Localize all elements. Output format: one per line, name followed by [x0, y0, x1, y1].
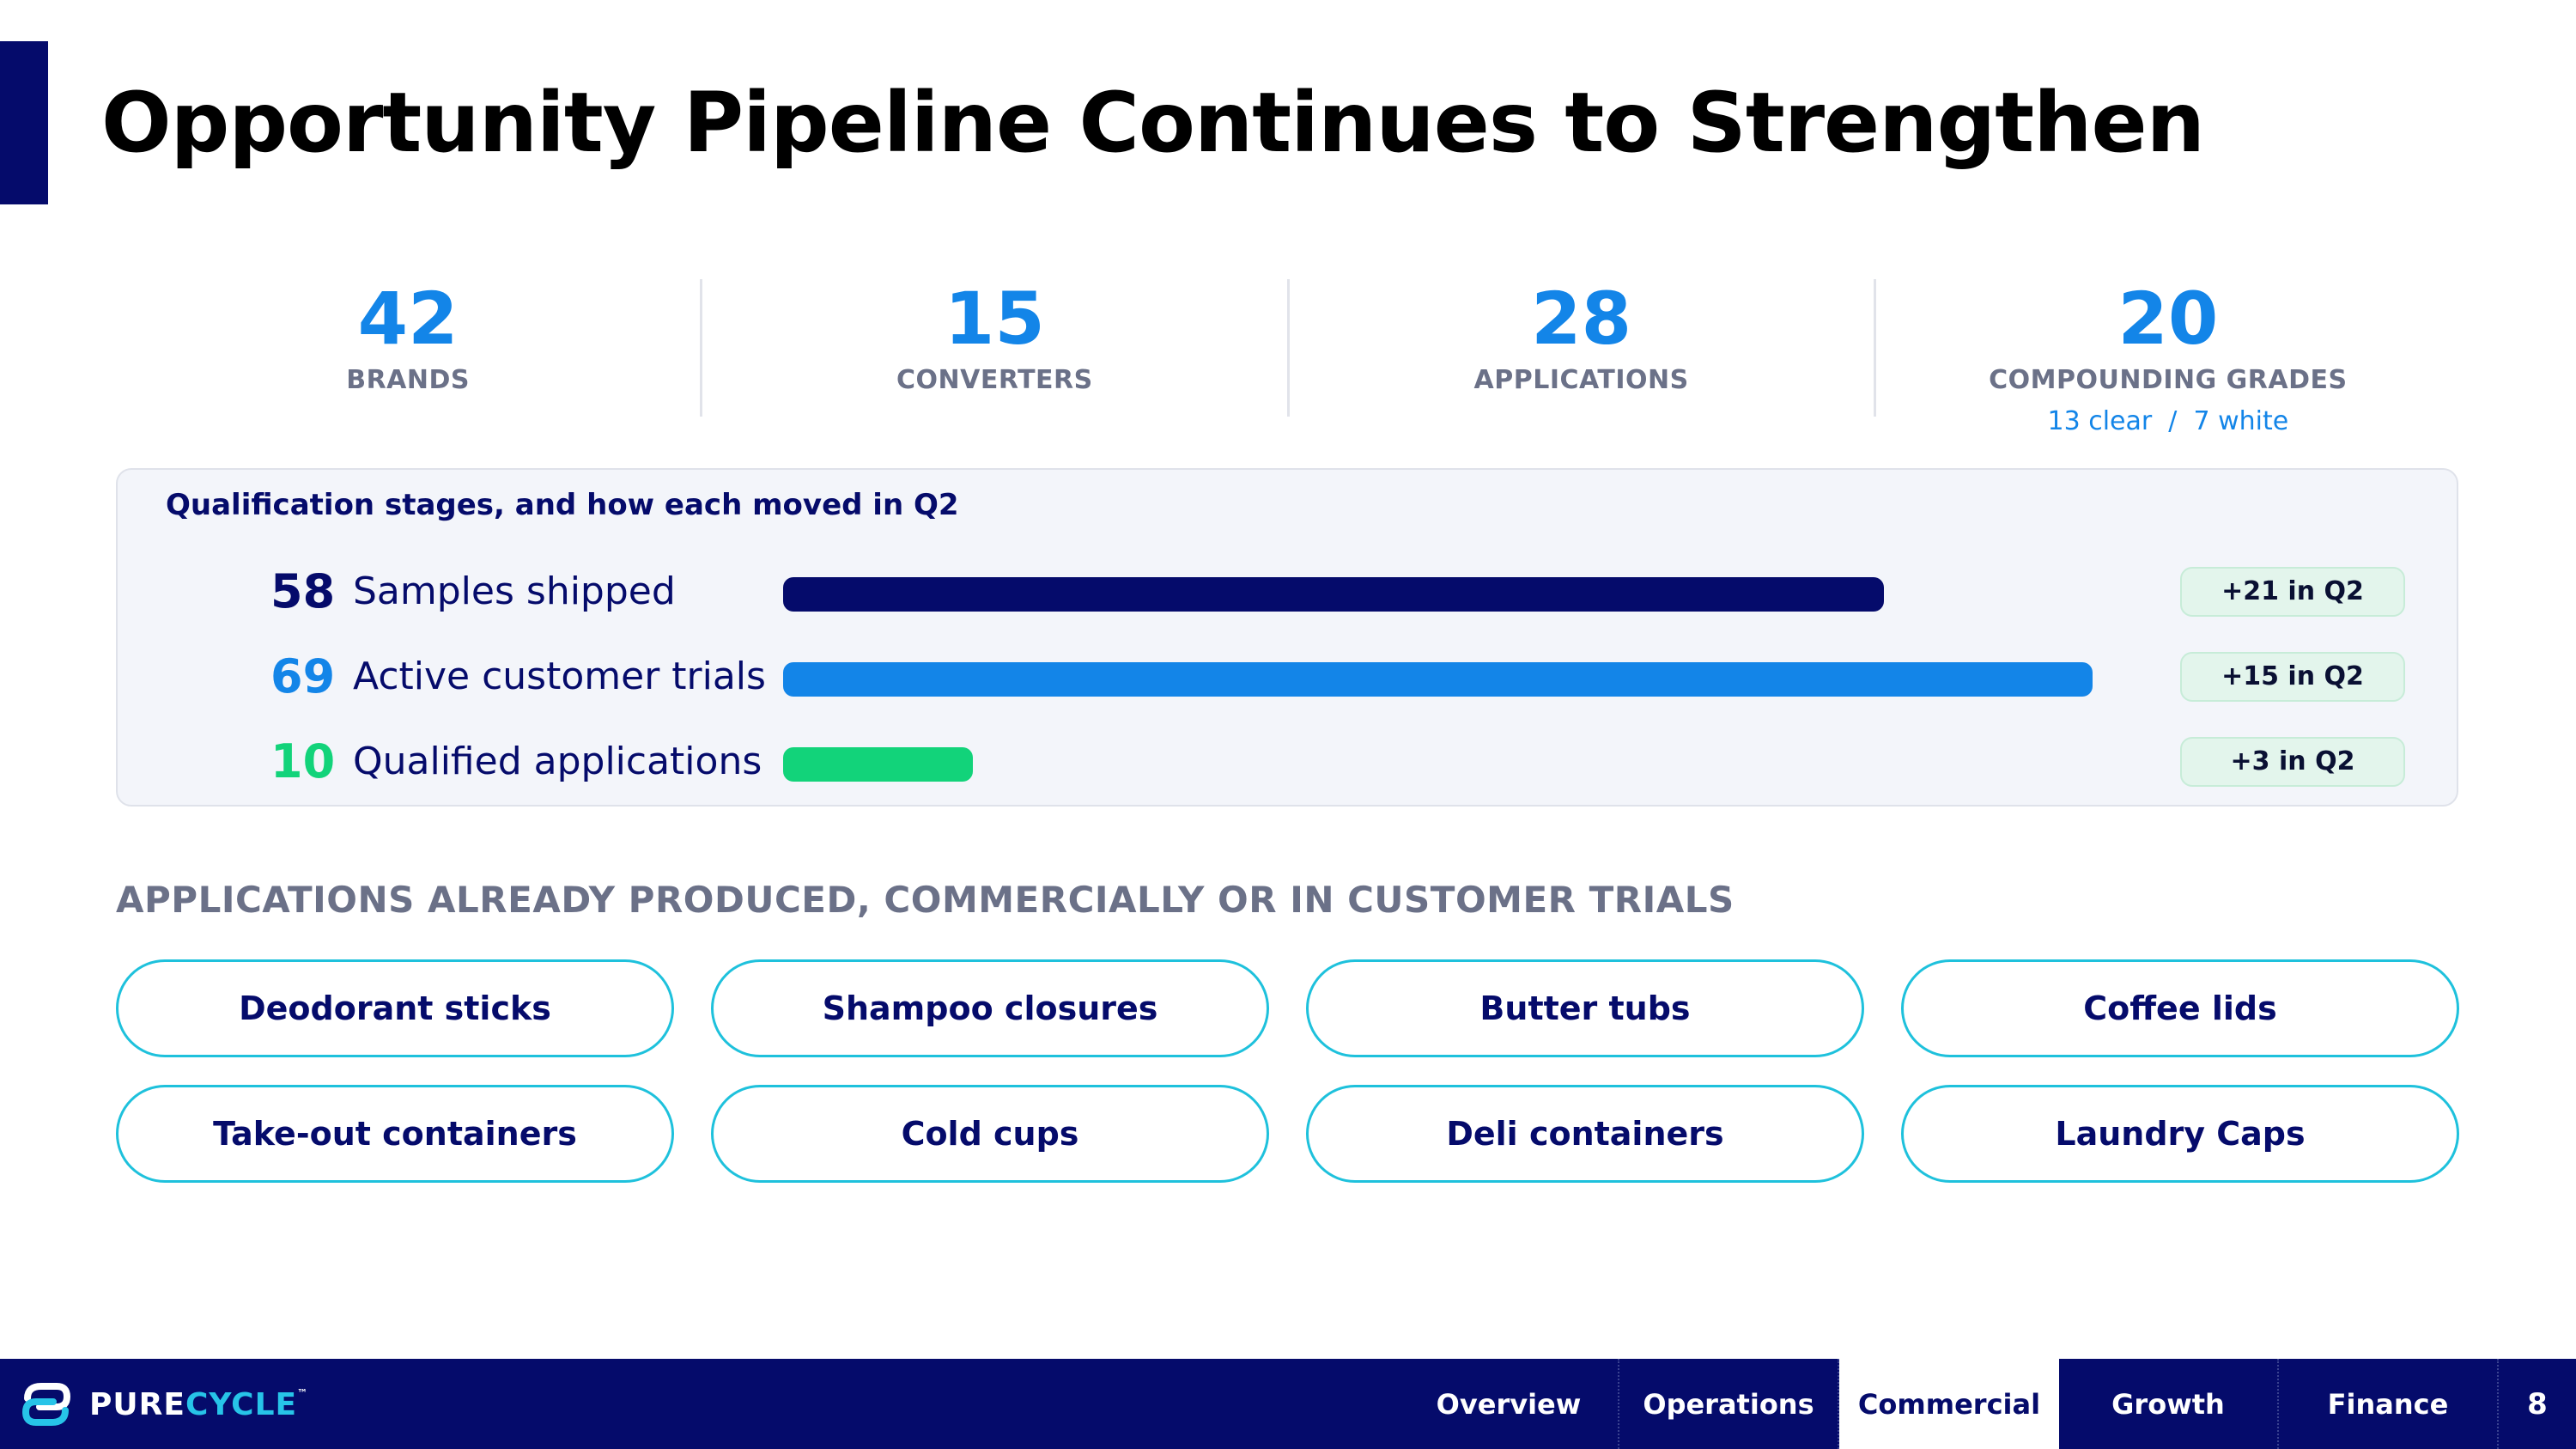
application-pill: Deodorant sticks	[116, 959, 674, 1057]
stage-bar-track	[783, 747, 2191, 782]
stage-change-badge: +15 in Q2	[2180, 652, 2405, 702]
purecycle-logo: PURECYCLE™	[19, 1379, 308, 1429]
title-accent-bar	[0, 41, 48, 204]
stat-label: BRANDS	[346, 365, 471, 395]
stage-value: 58	[270, 564, 336, 618]
stat-label: COMPOUNDING GRADES	[1989, 365, 2348, 395]
page-number: 8	[2527, 1386, 2548, 1422]
stage-value: 69	[270, 649, 336, 703]
stage-bar-track	[783, 662, 2191, 697]
stat-applications: 28 APPLICATIONS	[1290, 279, 1876, 417]
applications-grid: Deodorant sticks Shampoo closures Butter…	[116, 959, 2460, 1183]
nav-tab-operations[interactable]: Operations	[1619, 1359, 1839, 1449]
application-pill: Coffee lids	[1901, 959, 2459, 1057]
stat-compounding-grades: 20 COMPOUNDING GRADES 13 clear / 7 white	[1876, 277, 2460, 436]
nav-tab-overview[interactable]: Overview	[1400, 1359, 1619, 1449]
stage-bar	[783, 577, 1885, 612]
stage-label: Qualified applications	[353, 740, 762, 783]
stage-change-badge: +3 in Q2	[2180, 737, 2405, 787]
purecycle-logo-icon	[21, 1383, 71, 1426]
application-pill: Shampoo closures	[711, 959, 1269, 1057]
logo-cycle-text: CYCLE	[185, 1386, 298, 1422]
application-pill: Take-out containers	[116, 1085, 674, 1183]
stage-bar-track	[783, 577, 2191, 612]
applications-heading: APPLICATIONS ALREADY PRODUCED, COMMERCIA…	[116, 879, 1735, 921]
stat-label: APPLICATIONS	[1473, 365, 1689, 395]
stat-value: 20	[2117, 277, 2219, 361]
footer-bar: PURECYCLE™ Overview Operations Commercia…	[0, 1359, 2576, 1449]
qualification-panel: Qualification stages, and how each moved…	[116, 468, 2458, 807]
page-title: Opportunity Pipeline Continues to Streng…	[101, 75, 2205, 171]
stage-row-samples: 58 Samples shipped +21 in Q2	[118, 562, 2457, 622]
logo-pure-text: PURE	[89, 1386, 185, 1422]
application-pill: Cold cups	[711, 1085, 1269, 1183]
stage-value: 10	[270, 734, 336, 788]
nav-tab-finance[interactable]: Finance	[2279, 1359, 2499, 1449]
stat-brands: 42 BRANDS	[116, 277, 703, 417]
stat-subtext: 13 clear / 7 white	[2047, 406, 2289, 436]
application-pill: Deli containers	[1306, 1085, 1864, 1183]
logo-wordmark: PURECYCLE™	[89, 1387, 308, 1422]
stage-label: Samples shipped	[353, 569, 676, 613]
stage-row-qualified: 10 Qualified applications +3 in Q2	[118, 732, 2457, 792]
stat-value: 28	[1531, 277, 1632, 361]
application-pill: Laundry Caps	[1901, 1085, 2459, 1183]
stat-converters: 15 CONVERTERS	[702, 277, 1290, 417]
application-pill: Butter tubs	[1306, 959, 1864, 1057]
panel-title: Qualification stages, and how each moved…	[166, 488, 959, 522]
stat-value: 42	[357, 277, 459, 361]
stage-bar	[783, 662, 2093, 697]
nav-tab-commercial[interactable]: Commercial	[1839, 1359, 2059, 1449]
stats-row: 42 BRANDS 15 CONVERTERS 28 APPLICATIONS …	[116, 277, 2460, 436]
logo-trademark: ™	[297, 1386, 309, 1399]
stat-value: 15	[944, 277, 1045, 361]
stage-change-badge: +21 in Q2	[2180, 567, 2405, 617]
nav-tab-growth[interactable]: Growth	[2059, 1359, 2279, 1449]
stage-bar	[783, 747, 974, 782]
stat-label: CONVERTERS	[896, 365, 1093, 395]
stage-row-trials: 69 Active customer trials +15 in Q2	[118, 647, 2457, 707]
stage-label: Active customer trials	[353, 654, 766, 698]
section-nav: Overview Operations Commercial Growth Fi…	[1400, 1359, 2576, 1449]
